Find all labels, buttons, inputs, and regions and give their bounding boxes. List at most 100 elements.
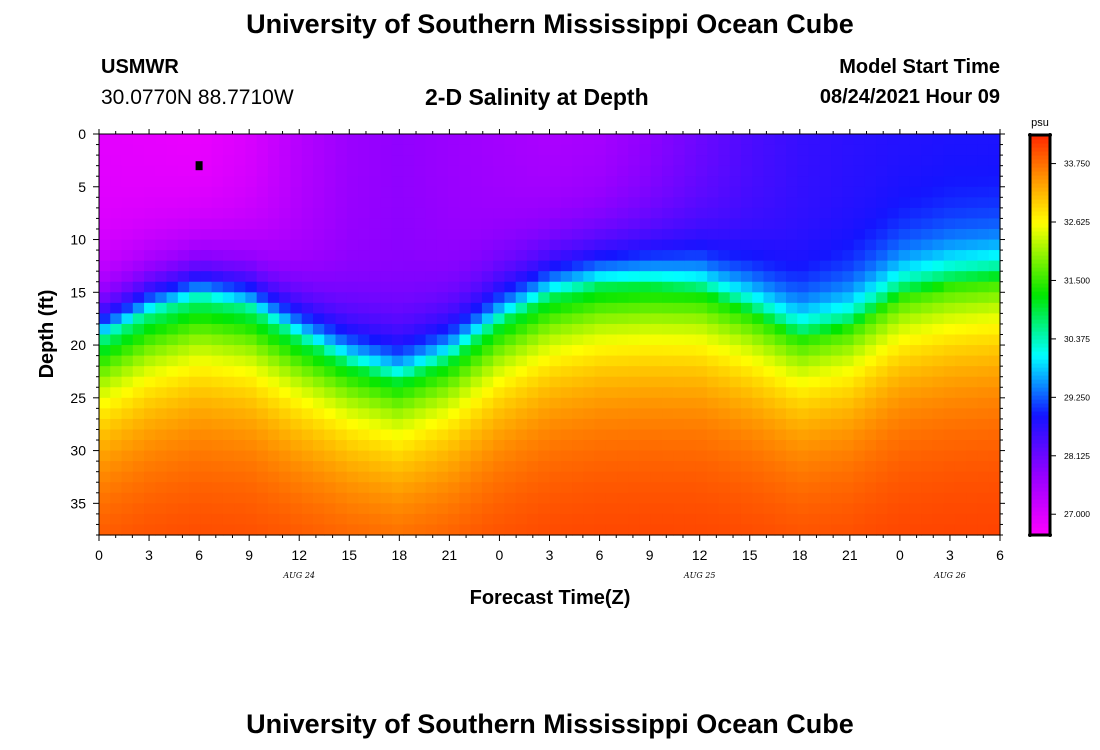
heatmap-cell	[391, 323, 404, 336]
heatmap-cell	[132, 186, 145, 198]
heatmap-cell	[538, 260, 551, 272]
heatmap-cell	[909, 334, 922, 346]
heatmap-cell	[200, 450, 213, 462]
heatmap-cell	[245, 366, 258, 378]
heatmap-cell	[977, 461, 990, 473]
heatmap-cell	[617, 134, 629, 146]
heatmap-cell	[774, 461, 787, 473]
heatmap-cell	[932, 513, 945, 526]
heatmap-cell	[639, 186, 652, 198]
heatmap-cell	[403, 281, 415, 293]
heatmap-cell	[515, 450, 528, 462]
heatmap-cell	[650, 408, 663, 420]
heatmap-cell	[988, 144, 1001, 156]
heatmap-cell	[763, 218, 776, 230]
heatmap-cell	[988, 461, 1001, 473]
heatmap-cell	[290, 355, 303, 367]
heatmap-cell	[166, 418, 179, 431]
heatmap-cell	[628, 292, 641, 304]
colorbar-cell	[1030, 399, 1050, 404]
heatmap-cell	[707, 440, 720, 452]
heatmap-cell	[650, 165, 663, 177]
heatmap-cell	[549, 345, 562, 357]
heatmap-cell	[369, 281, 382, 293]
heatmap-cell	[662, 503, 674, 515]
heatmap-cell	[312, 503, 325, 515]
colorbar-cell	[1030, 383, 1050, 388]
heatmap-cell	[346, 292, 359, 304]
heatmap-cell	[538, 471, 551, 483]
heatmap-cell	[245, 387, 258, 399]
heatmap-cell	[560, 292, 573, 304]
heatmap-cell	[560, 524, 573, 536]
heatmap-cell	[279, 228, 292, 241]
heatmap-cell	[211, 492, 224, 504]
heatmap-cell	[279, 218, 292, 230]
heatmap-cell	[583, 134, 596, 146]
heatmap-cell	[211, 334, 224, 346]
heatmap-cell	[763, 292, 776, 304]
heatmap-cell	[954, 492, 967, 504]
heatmap-cell	[436, 292, 449, 304]
heatmap-cell	[414, 176, 427, 188]
heatmap-cell	[673, 260, 686, 272]
heatmap-cell	[808, 450, 821, 462]
heatmap-cell	[650, 302, 663, 314]
heatmap-cell	[864, 355, 877, 367]
heatmap-cell	[166, 292, 179, 304]
heatmap-cell	[380, 366, 393, 378]
heatmap-cell	[504, 355, 517, 367]
heatmap-cell	[538, 271, 551, 283]
heatmap-cell	[234, 334, 247, 346]
heatmap-cell	[132, 492, 145, 504]
heatmap-cell	[921, 271, 934, 283]
heatmap-cell	[560, 503, 573, 515]
heatmap-cell	[132, 524, 145, 536]
heatmap-cell	[786, 397, 798, 409]
heatmap-cell	[346, 334, 359, 346]
heatmap-cell	[605, 334, 618, 346]
heatmap-cell	[110, 250, 123, 262]
heatmap-cell	[639, 461, 652, 473]
heatmap-cell	[448, 144, 460, 156]
heatmap-cell	[391, 461, 404, 473]
heatmap-cell	[346, 376, 359, 388]
heatmap-cell	[200, 345, 213, 357]
heatmap-cell	[301, 134, 314, 146]
heatmap-cell	[695, 292, 708, 304]
heatmap-cell	[842, 524, 855, 536]
heatmap-cell	[267, 165, 280, 177]
heatmap-cell	[954, 218, 967, 230]
heatmap-cell	[177, 482, 190, 494]
heatmap-cell	[977, 355, 990, 367]
heatmap-cell	[583, 492, 596, 504]
heatmap-cell	[312, 250, 325, 262]
heatmap-cell	[504, 239, 517, 251]
heatmap-cell	[549, 397, 562, 409]
heatmap-cell	[369, 197, 382, 209]
heatmap-cell	[493, 197, 506, 209]
heatmap-cell	[842, 271, 855, 283]
colorbar-tick-label: 30.375	[1064, 334, 1090, 344]
heatmap-cell	[988, 281, 1001, 293]
heatmap-cell	[391, 440, 404, 452]
heatmap-cell	[831, 313, 843, 325]
heatmap-cell	[470, 281, 483, 293]
heatmap-cell	[740, 239, 753, 251]
heatmap-cell	[448, 503, 460, 515]
colorbar-cell	[1030, 319, 1050, 324]
heatmap-cell	[279, 429, 292, 441]
heatmap-cell	[346, 408, 359, 420]
heatmap-cell	[222, 134, 235, 146]
heatmap-cell	[515, 524, 528, 536]
heatmap-cell	[988, 207, 1001, 220]
heatmap-cell	[324, 260, 337, 272]
heatmap-cell	[358, 418, 370, 431]
heatmap-cell	[662, 197, 674, 209]
heatmap-cell	[526, 334, 539, 346]
heatmap-cell	[988, 355, 1001, 367]
heatmap-cell	[538, 144, 551, 156]
heatmap-cell	[887, 155, 900, 167]
heatmap-cell	[628, 503, 641, 515]
heatmap-cell	[515, 228, 528, 241]
